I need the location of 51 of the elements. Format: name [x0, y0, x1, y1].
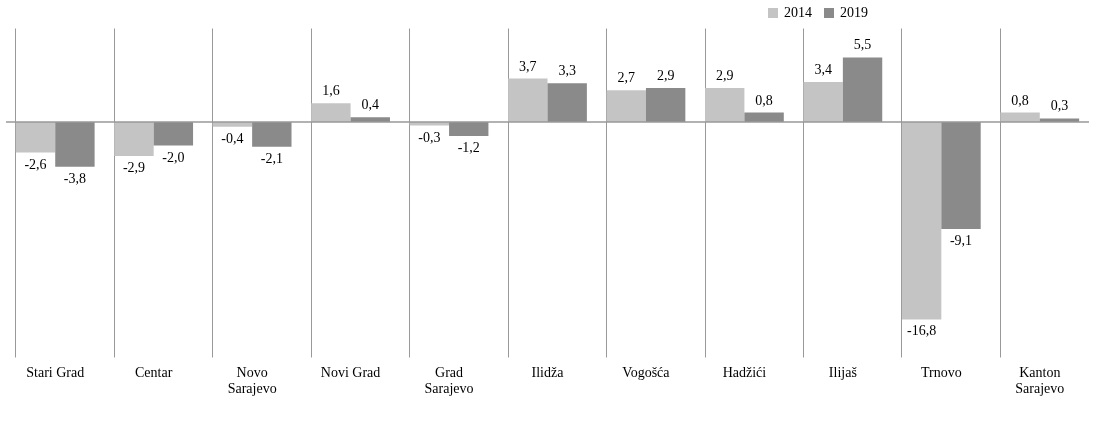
data-label: 2,7 [617, 70, 636, 86]
data-label: 0,4 [361, 97, 380, 113]
bar [508, 78, 548, 122]
data-label: 1,6 [322, 83, 340, 99]
x-tick-label: Novo Sarajevo [227, 364, 277, 396]
legend-label: 2014 [784, 5, 812, 20]
bar [645, 87, 686, 122]
x-tick-label: Hadžići [722, 364, 767, 380]
data-label: 0,3 [1050, 98, 1069, 114]
x-tick-label: Ilijaš [828, 364, 858, 380]
data-label: 5,5 [853, 37, 872, 53]
bar [606, 90, 646, 122]
x-tick-label: Ilidža [531, 364, 565, 380]
bar [15, 122, 56, 153]
x-tick-label: Novi Grad [320, 364, 381, 380]
data-label: -1,2 [457, 140, 480, 156]
data-label: -2,9 [122, 160, 146, 176]
bar [311, 103, 351, 122]
data-label: -0,3 [418, 129, 441, 145]
bar [449, 122, 489, 137]
data-label: 3,4 [814, 62, 832, 78]
x-tick-label: Grad Sarajevo [424, 364, 474, 396]
data-label: -2,0 [162, 149, 185, 165]
data-label: 3,3 [558, 63, 576, 79]
bar [803, 82, 843, 122]
bar [705, 87, 745, 122]
data-label: -2,6 [24, 156, 47, 172]
data-label: -0,4 [221, 130, 244, 146]
x-tick-label: Vogošća [622, 364, 671, 380]
bar [941, 122, 981, 229]
x-tick-label: Kanton Sarajevo [1015, 364, 1065, 396]
data-label: -9,1 [949, 232, 973, 248]
legend-label: 2019 [840, 5, 868, 20]
bar [547, 83, 587, 122]
bar [842, 57, 883, 122]
data-label: -3,8 [63, 170, 86, 186]
bar [901, 122, 942, 320]
bar [114, 122, 154, 157]
data-label: 0,8 [1011, 92, 1029, 108]
x-tick-label: Trnovo [920, 364, 962, 380]
data-label: 0,8 [755, 92, 773, 108]
bar [55, 122, 95, 167]
data-label: 2,9 [656, 67, 675, 83]
data-label: 3,7 [519, 58, 537, 74]
data-label: -2,1 [260, 150, 283, 166]
data-label: -16,8 [907, 323, 937, 339]
data-label: 2,9 [715, 67, 734, 83]
x-tick-label: Centar [135, 364, 173, 380]
x-tick-label: Stari Grad [26, 364, 85, 380]
bar [252, 122, 292, 147]
bar [153, 122, 194, 146]
